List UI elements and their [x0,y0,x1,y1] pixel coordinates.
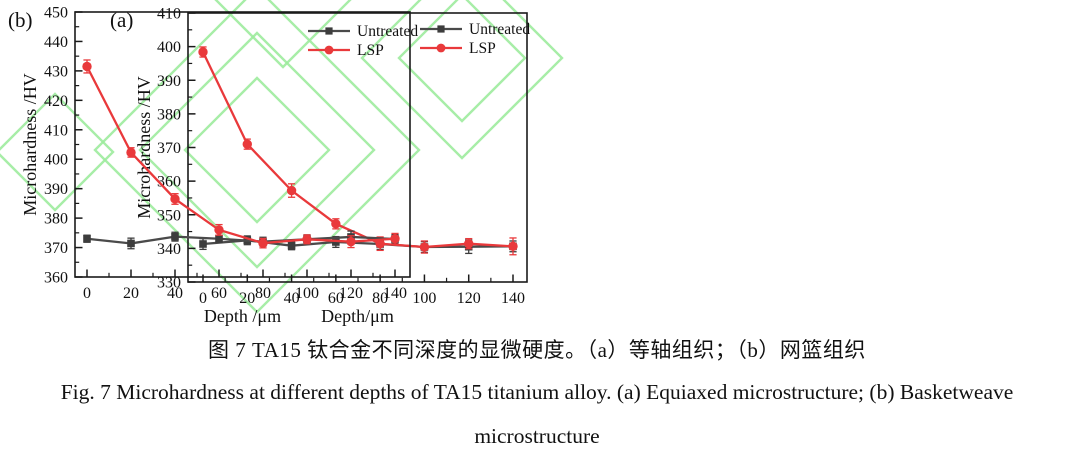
svg-text:450: 450 [44,5,68,22]
figure-caption-english-line2: microstructure [474,424,600,449]
svg-text:360: 360 [44,270,68,287]
figure-caption-english-line1: Fig. 7 Microhardness at different depths… [60,380,1014,405]
svg-text:400: 400 [44,152,68,169]
svg-text:390: 390 [44,181,68,198]
figure-captions: 图 7 TA15 钛合金不同深度的显微硬度。（a）等轴组织；（b）网篮组织 Fi… [0,331,1074,449]
svg-text:140: 140 [501,290,525,307]
y-axis-label: Microhardness /HV [20,73,40,215]
chart-b-microhardness-basketweave: 360 370 380 390 400 410 420 430 440 450 0 20 40 60 80 1… [8,5,418,327]
svg-text:430: 430 [44,63,68,80]
svg-text:380: 380 [44,211,68,228]
legend-label: LSP [357,42,384,59]
svg-text:0: 0 [83,285,91,302]
panel-label: (b) [8,8,33,32]
svg-text:120: 120 [457,290,481,307]
legend-label: Untreated [357,23,418,40]
svg-text:100: 100 [295,285,319,302]
x-axis-label: Depth /μm [204,306,281,326]
svg-text:410: 410 [44,122,68,139]
svg-text:440: 440 [44,34,68,51]
svg-text:370: 370 [44,240,68,257]
figure-caption-chinese: 图 7 TA15 钛合金不同深度的显微硬度。（a）等轴组织；（b）网篮组织 [208,338,866,362]
svg-text:140: 140 [383,285,407,302]
svg-text:20: 20 [123,285,139,302]
svg-text:40: 40 [167,285,183,302]
svg-text:60: 60 [211,285,227,302]
svg-text:420: 420 [44,93,68,110]
svg-text:80: 80 [255,285,271,302]
svg-text:120: 120 [339,285,363,302]
